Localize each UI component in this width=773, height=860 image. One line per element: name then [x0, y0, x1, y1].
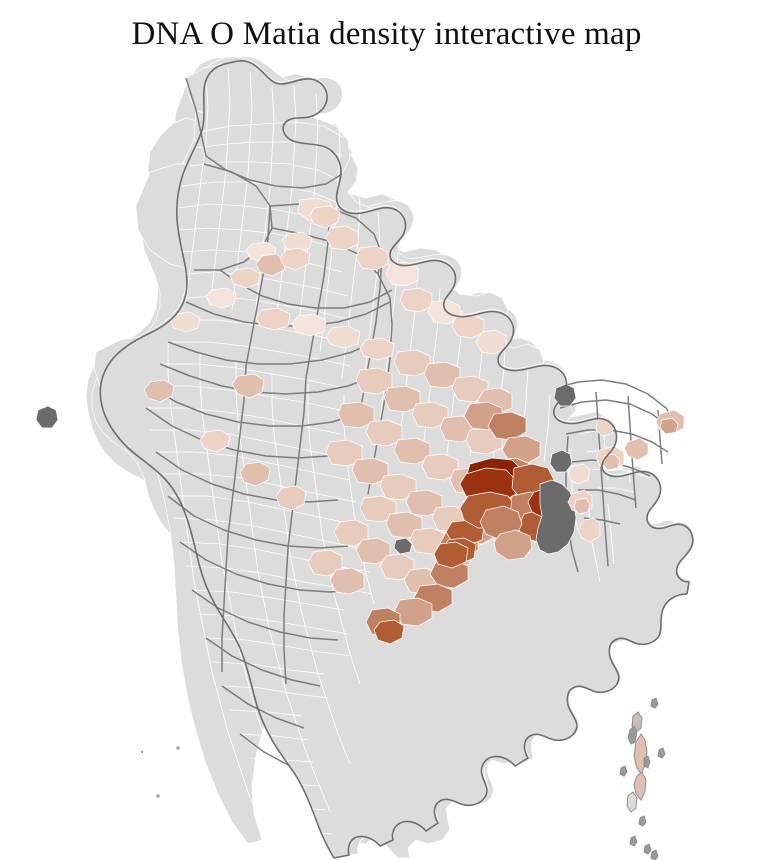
map-svg[interactable] [0, 52, 773, 860]
northeast-shaded-districts[interactable] [568, 410, 684, 542]
national-border [100, 61, 693, 858]
masked-delta-area[interactable] [36, 384, 576, 554]
shaded-districts-verylow[interactable] [170, 198, 506, 360]
misc-shaded-districts[interactable] [144, 206, 340, 510]
island-group-andaman-nicobar[interactable] [140, 698, 665, 860]
india-choropleth-map[interactable] [0, 52, 773, 860]
page-title: DNA O Matia density interactive map [131, 16, 642, 52]
state-boundaries [146, 78, 678, 766]
